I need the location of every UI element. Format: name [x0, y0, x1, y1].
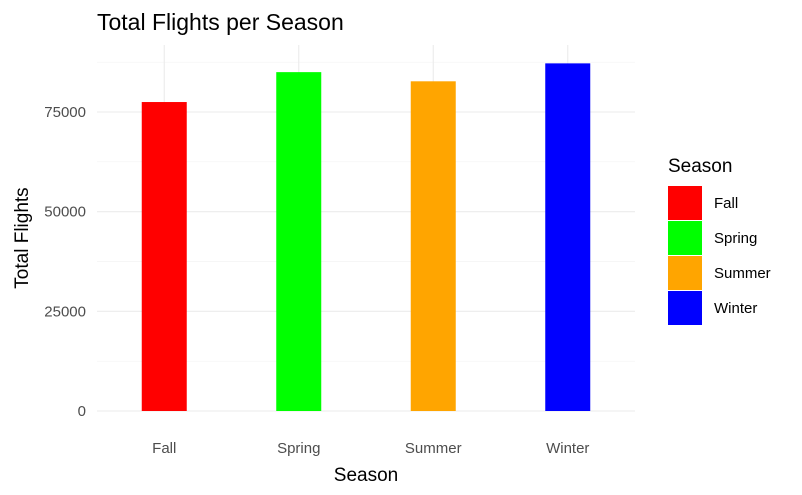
legend-key-summer [668, 256, 702, 290]
legend-key-spring [668, 221, 702, 255]
y-tick-label: 25000 [44, 303, 86, 320]
y-axis-ticks: 0 25000 50000 75000 [44, 104, 86, 420]
bar-winter [545, 63, 591, 411]
x-axis-title: Season [334, 465, 398, 486]
legend-label-fall: Fall [714, 195, 738, 212]
chart-title: Total Flights per Season [97, 9, 344, 35]
y-tick-label: 50000 [44, 204, 86, 221]
legend: Season Fall Spring Summer Winter [668, 156, 771, 325]
x-tick-label: Summer [405, 440, 462, 457]
legend-label-spring: Spring [714, 230, 757, 247]
x-tick-label: Spring [277, 440, 320, 457]
legend-label-winter: Winter [714, 300, 757, 317]
legend-key-fall [668, 186, 702, 220]
x-tick-label: Fall [152, 440, 176, 457]
y-tick-label: 0 [78, 403, 86, 420]
legend-label-summer: Summer [714, 265, 771, 282]
y-axis-title: Total Flights [12, 187, 33, 288]
bar-summer [410, 81, 456, 411]
x-axis-ticks: Fall Spring Summer Winter [152, 440, 589, 457]
bars [141, 63, 591, 412]
y-tick-label: 75000 [44, 104, 86, 121]
bar-fall [141, 102, 187, 412]
bar-spring [276, 72, 322, 411]
legend-title: Season [668, 156, 732, 177]
legend-key-winter [668, 291, 702, 325]
x-tick-label: Winter [546, 440, 589, 457]
